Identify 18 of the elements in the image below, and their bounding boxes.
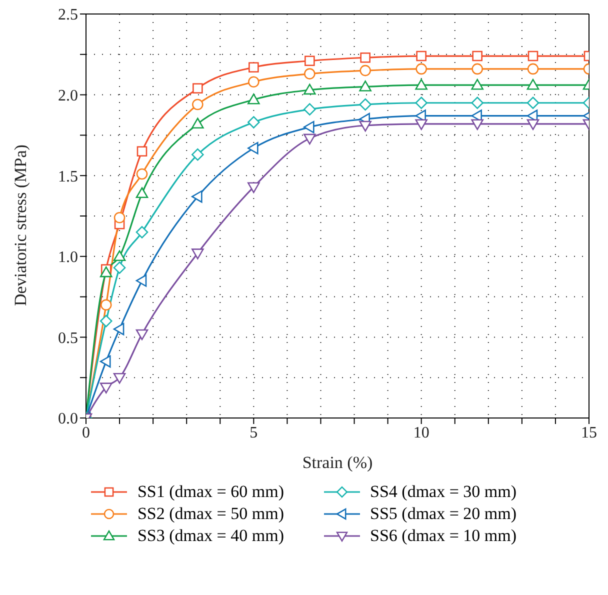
x-tick-label: 5 (250, 424, 258, 442)
legend-label: SS5 (dmax = 20 mm) (370, 504, 517, 524)
y-tick-label: 2.0 (58, 87, 78, 104)
x-axis-title: Strain (%) (302, 453, 373, 472)
legend-label: SS1 (dmax = 60 mm) (137, 482, 284, 502)
y-tick-label: 0.5 (58, 330, 78, 347)
x-tick-label: 10 (413, 424, 430, 442)
legend-label: SS4 (dmax = 30 mm) (370, 482, 517, 502)
x-tick-label: 0 (82, 424, 90, 442)
y-axis-title: Deviatoric stress (MPa) (11, 144, 30, 306)
y-tick-label: 0.0 (58, 410, 78, 428)
legend-label: SS6 (dmax = 10 mm) (370, 526, 517, 546)
legend-label: SS2 (dmax = 50 mm) (137, 504, 284, 524)
legend-label: SS3 (dmax = 40 mm) (137, 526, 284, 546)
y-tick-label: 1.5 (58, 168, 78, 186)
y-tick-label: 2.5 (58, 6, 78, 24)
x-tick-label: 15 (581, 424, 597, 442)
y-tick-label: 1.0 (58, 249, 78, 266)
